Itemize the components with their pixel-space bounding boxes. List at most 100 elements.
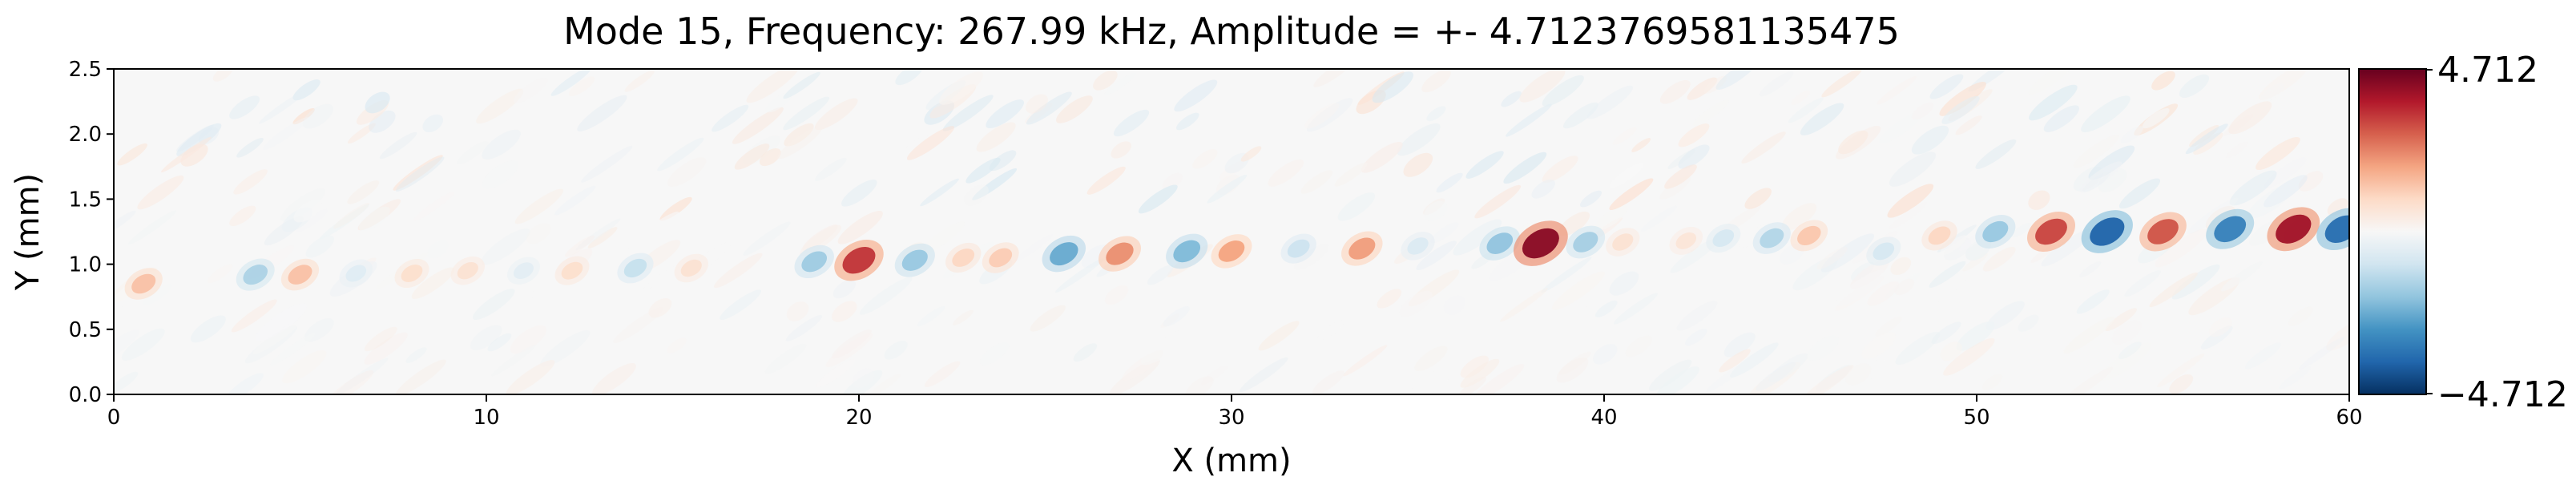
noise-streak <box>190 315 226 343</box>
noise-streak <box>1631 138 1651 152</box>
noise-streak <box>1541 257 1592 293</box>
x-tick-label: 60 <box>2336 406 2362 430</box>
noise-streak <box>1104 72 1136 95</box>
lobe-core <box>623 258 647 278</box>
noise-streak <box>176 123 222 156</box>
noise-streak <box>292 79 320 101</box>
noise-streak <box>837 210 883 244</box>
noise-streak <box>901 135 929 155</box>
noise-streak <box>1981 374 2003 390</box>
noise-streak <box>364 332 408 365</box>
noise-streak <box>1659 80 1691 104</box>
noise-streak <box>1670 238 1719 273</box>
noise-streak <box>1453 219 1502 256</box>
noise-streak <box>1759 71 1794 97</box>
noise-streak <box>1500 288 1549 322</box>
noise-streak <box>422 114 443 133</box>
noise-streak <box>1436 172 1463 193</box>
noise-streak <box>2220 261 2263 292</box>
noise-streak <box>1474 184 1522 219</box>
noise-streak <box>657 137 704 172</box>
x-tick-label: 30 <box>1218 406 1244 430</box>
y-tick-label: 1.0 <box>69 253 102 277</box>
noise-streak <box>1929 261 1966 288</box>
noise-streak <box>1820 233 1875 273</box>
noise-streak <box>2226 141 2248 159</box>
noise-streak <box>296 208 328 232</box>
x-tick-label: 20 <box>845 406 872 430</box>
y-tick-label: 1.5 <box>69 188 102 212</box>
noise-streak <box>575 218 621 251</box>
lobe-core <box>952 249 975 267</box>
noise-streak <box>832 301 857 322</box>
noise-streak <box>1317 320 1344 341</box>
noise-streak <box>1113 109 1150 137</box>
plot-area <box>113 68 2350 395</box>
noise-streak <box>1931 321 1961 345</box>
noise-streak <box>498 290 534 317</box>
colorbar-min-label: −4.712 <box>2437 374 2568 415</box>
noise-streak <box>1556 357 1589 383</box>
noise-streak <box>895 69 924 86</box>
noise-streak <box>1889 152 1937 187</box>
lobe-core <box>1712 229 1735 248</box>
noise-streak <box>1377 289 1402 309</box>
x-tick-label: 0 <box>107 406 121 430</box>
noise-streak <box>1421 69 1451 93</box>
noise-streak <box>229 95 260 119</box>
noise-streak <box>1890 257 1912 276</box>
noise-streak <box>1460 358 1500 388</box>
noise-streak <box>816 359 856 388</box>
noise-streak <box>252 319 302 355</box>
noise-streak <box>2208 317 2232 337</box>
noise-streak <box>2105 308 2137 332</box>
noise-streak <box>1693 99 1729 126</box>
y-tick-label: 2.5 <box>69 58 102 82</box>
noise-streak <box>1258 321 1300 351</box>
noise-streak <box>1625 335 1653 358</box>
noise-streak <box>1894 278 1915 296</box>
noise-streak <box>2043 105 2079 132</box>
noise-streak <box>1867 281 1900 306</box>
noise-streak <box>1939 81 1986 116</box>
noise-streak <box>920 178 959 207</box>
noise-streak <box>1030 305 1066 332</box>
noise-streak <box>1104 285 1129 305</box>
lobe-core <box>680 259 702 277</box>
noise-streak <box>783 71 820 99</box>
noise-streak <box>393 155 443 191</box>
lobe-core <box>2147 219 2179 244</box>
noise-streak <box>759 148 781 167</box>
noise-streak <box>358 206 390 232</box>
lobe-core <box>243 265 268 285</box>
noise-streak <box>1649 359 1692 391</box>
noise-streak <box>2156 354 2205 388</box>
noise-streak <box>869 374 901 394</box>
noise-streak <box>540 329 591 367</box>
noise-streak <box>785 315 823 341</box>
noise-streak <box>1788 97 1824 123</box>
noise-streak <box>1641 205 1677 232</box>
noise-streak <box>832 279 857 299</box>
lobe-core <box>2214 216 2247 243</box>
noise-streak <box>1800 365 1854 394</box>
noise-streak <box>1551 271 1605 310</box>
noise-streak <box>1426 106 1446 122</box>
lobe-core <box>2276 214 2312 244</box>
noise-streak <box>137 175 184 210</box>
noise-streak <box>1723 332 1756 358</box>
noise-streak <box>1424 200 1448 221</box>
noise-streak <box>648 298 672 318</box>
noise-streak <box>1879 111 1924 143</box>
noise-streak <box>2247 183 2295 219</box>
noise-streak <box>577 95 627 131</box>
noise-streak <box>1719 349 1751 373</box>
lobe-core <box>1760 228 1784 249</box>
noise-streak <box>1609 178 1654 210</box>
noise-streak <box>1612 127 1637 145</box>
lobe-core <box>842 246 876 274</box>
noise-streak <box>1140 329 1189 366</box>
noise-streak <box>1730 342 1779 378</box>
noise-streak <box>592 363 636 394</box>
noise-streak <box>1614 293 1658 325</box>
